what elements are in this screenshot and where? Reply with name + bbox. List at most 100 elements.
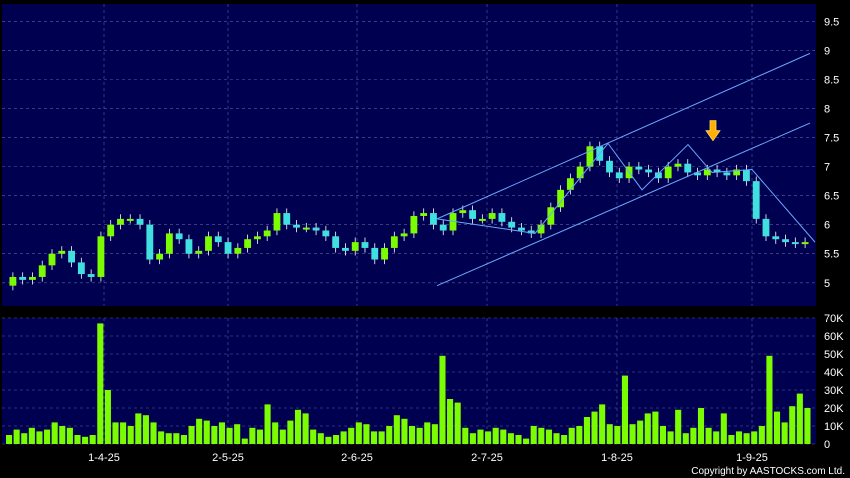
volume-bar bbox=[766, 355, 773, 444]
volume-bar bbox=[51, 422, 58, 444]
channel-lower-line bbox=[436, 122, 811, 287]
volume-y-tick: 50K bbox=[824, 349, 844, 361]
candle-body bbox=[244, 239, 252, 248]
volume-bar bbox=[264, 404, 271, 444]
volume-bar bbox=[751, 431, 758, 444]
candle-body bbox=[410, 215, 418, 234]
volume-bar bbox=[644, 413, 651, 444]
candle-body bbox=[48, 253, 56, 266]
x-tick-label: 2-6-25 bbox=[341, 452, 373, 464]
volume-bar bbox=[743, 433, 750, 444]
candle-body bbox=[234, 247, 242, 254]
volume-bar bbox=[279, 429, 286, 444]
price-y-tick: 7.5 bbox=[824, 133, 839, 145]
volume-bar bbox=[120, 422, 127, 444]
volume-bar bbox=[393, 415, 400, 444]
copyright-text: Copyright by AASTOCKS.com Ltd. bbox=[691, 466, 845, 477]
candle-body bbox=[390, 236, 398, 248]
candle-body bbox=[195, 250, 203, 254]
volume-bar bbox=[538, 427, 545, 444]
candle-body bbox=[674, 163, 682, 167]
candle-body bbox=[146, 224, 154, 260]
volume-bar bbox=[796, 393, 803, 444]
volume-bar bbox=[804, 408, 811, 444]
volume-bar bbox=[454, 402, 461, 444]
volume-bar bbox=[530, 426, 537, 444]
volume-bar bbox=[203, 420, 210, 444]
volume-bar bbox=[675, 409, 682, 444]
candle-body bbox=[762, 218, 770, 237]
candle-body bbox=[126, 218, 134, 221]
volume-bar bbox=[249, 427, 256, 444]
candle-body bbox=[351, 242, 359, 251]
volume-bar bbox=[659, 426, 667, 444]
candle-body bbox=[205, 236, 212, 251]
volume-bar bbox=[652, 411, 659, 444]
candle-body bbox=[547, 207, 555, 225]
volume-y-tick: 70K bbox=[824, 313, 844, 325]
volume-bar bbox=[682, 433, 689, 444]
candle-body bbox=[488, 213, 496, 219]
price-y-tick: 8 bbox=[824, 104, 830, 116]
volume-bar bbox=[294, 409, 302, 444]
candle-body bbox=[537, 224, 545, 234]
volume-bar bbox=[104, 390, 111, 444]
volume-bar bbox=[599, 404, 606, 444]
candle-body bbox=[459, 210, 467, 214]
volume-bar bbox=[226, 427, 233, 444]
volume-bar bbox=[401, 418, 408, 444]
candle-body bbox=[165, 233, 173, 254]
x-tick-label: 1-9-25 bbox=[736, 452, 768, 464]
volume-bar bbox=[462, 427, 469, 444]
candle-body bbox=[469, 210, 476, 219]
candle-body bbox=[772, 236, 780, 240]
candle-body bbox=[263, 230, 271, 237]
price-panel bbox=[2, 4, 816, 306]
volume-bar bbox=[97, 323, 104, 444]
candle-body bbox=[77, 262, 85, 275]
volume-bar bbox=[485, 431, 492, 444]
price-y-tick: 6.5 bbox=[824, 191, 839, 203]
volume-bar bbox=[173, 433, 180, 444]
candle-body bbox=[19, 276, 27, 280]
volume-bar bbox=[477, 429, 484, 444]
candle-body bbox=[29, 276, 36, 280]
x-axis-ticks: 1-4-25 2-5-25 2-6-25 2-7-25 1-8-25 1-9-25 bbox=[88, 452, 768, 464]
candle-body bbox=[381, 247, 388, 260]
volume-bar bbox=[591, 411, 598, 444]
candle-body bbox=[576, 166, 584, 179]
x-tick-label: 2-7-25 bbox=[471, 452, 503, 464]
candle-body bbox=[38, 265, 46, 277]
candle-body bbox=[273, 213, 281, 231]
candle-body bbox=[615, 172, 623, 179]
volume-bar bbox=[218, 422, 226, 444]
candle-body bbox=[371, 247, 379, 260]
channel-upper-line bbox=[436, 52, 811, 220]
volume-bar bbox=[561, 435, 568, 444]
volume-bar bbox=[614, 426, 621, 444]
candle-body bbox=[420, 213, 428, 216]
candle-body bbox=[430, 213, 437, 225]
volume-bar bbox=[469, 433, 476, 444]
candle-body bbox=[283, 213, 291, 225]
volume-y-tick: 30K bbox=[824, 385, 844, 397]
volume-bar bbox=[386, 426, 393, 444]
candle-body bbox=[97, 236, 105, 277]
volume-bar bbox=[28, 427, 35, 444]
annotation-arrow bbox=[705, 120, 721, 142]
volume-bar bbox=[188, 426, 195, 444]
price-y-tick: 5 bbox=[824, 278, 830, 290]
volume-bar bbox=[310, 429, 317, 444]
volume-bar bbox=[340, 431, 347, 444]
volume-bar bbox=[66, 427, 73, 444]
volume-bar bbox=[409, 426, 416, 444]
volume-bar bbox=[287, 420, 294, 444]
price-y-tick: 9 bbox=[824, 45, 830, 57]
volume-bar bbox=[781, 422, 788, 444]
volume-bar bbox=[196, 418, 203, 444]
candle-body bbox=[586, 146, 594, 167]
candle-body bbox=[527, 230, 535, 234]
volume-bar bbox=[773, 411, 781, 444]
candle-body bbox=[439, 224, 447, 231]
volume-bar bbox=[256, 429, 264, 444]
